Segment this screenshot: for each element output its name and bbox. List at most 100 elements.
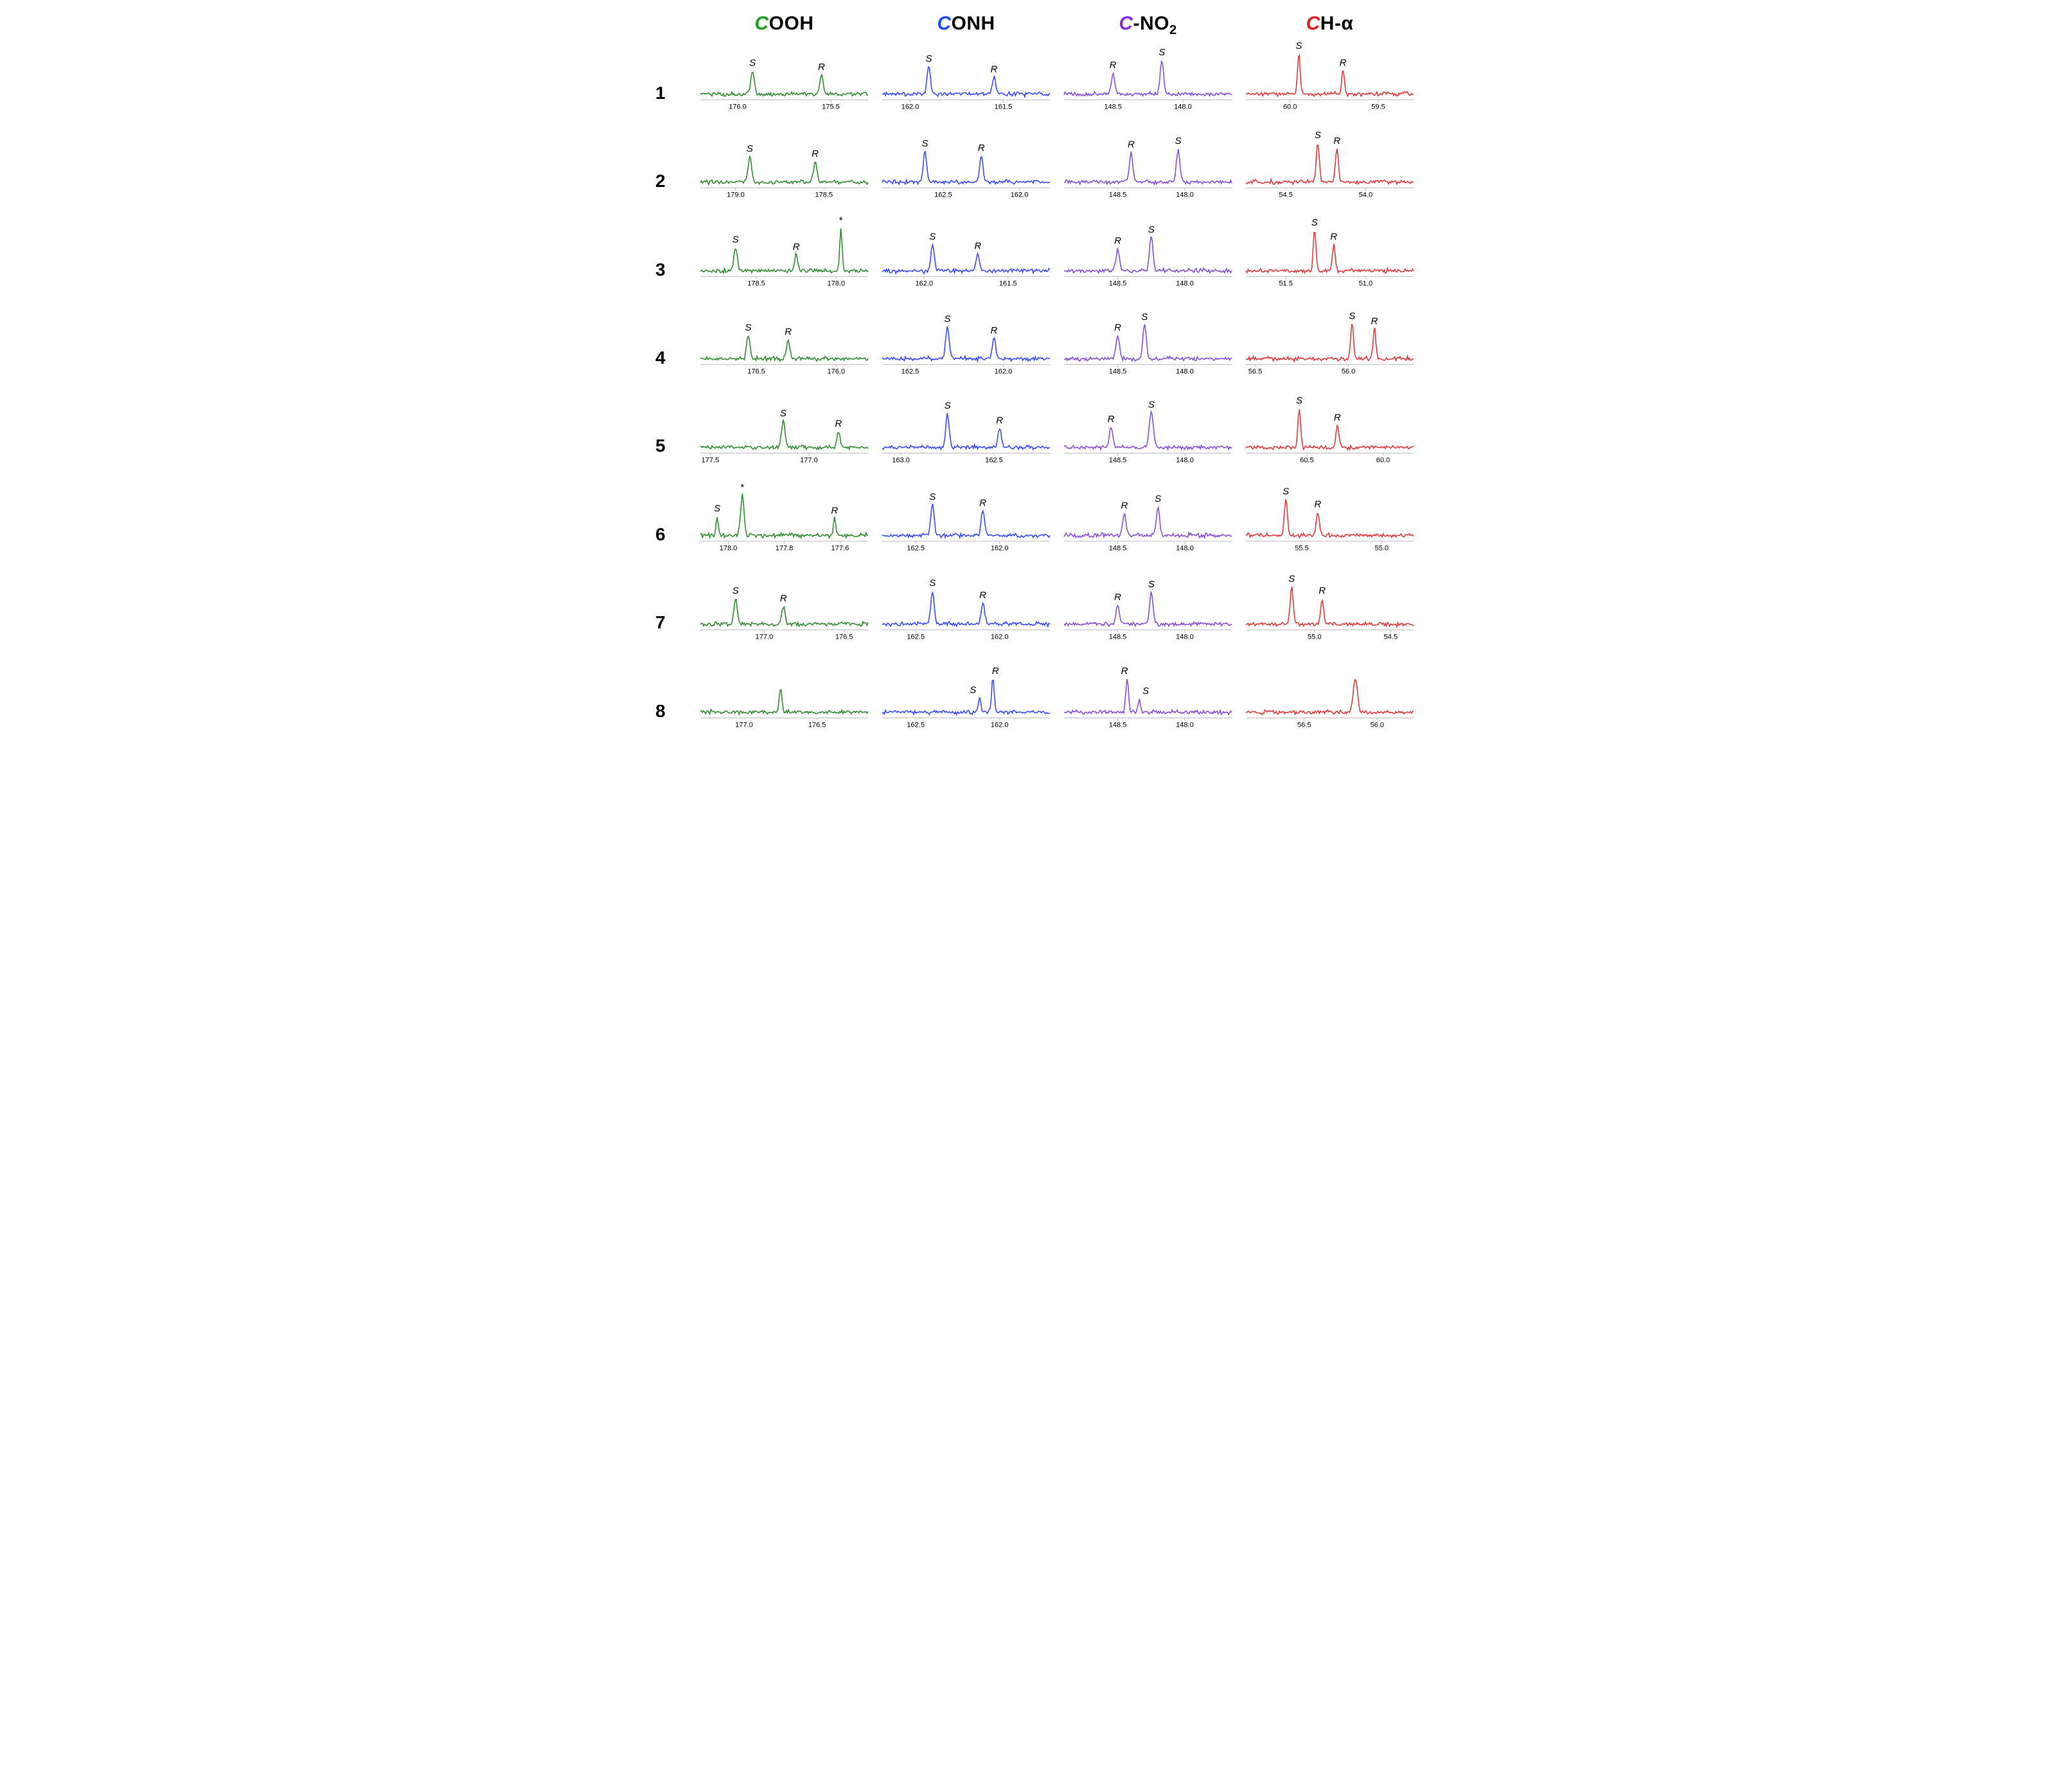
svg-text:R: R (979, 589, 986, 600)
svg-text:177.8: 177.8 (776, 545, 794, 553)
trace-line (700, 228, 868, 272)
spectrum-panel: 51.551.0 SR (1246, 224, 1414, 297)
column-headers-row: COOH CONH C-NO2 CH-α (655, 13, 1414, 38)
svg-text:R: R (1340, 58, 1347, 69)
trace-line (1246, 324, 1414, 361)
spectrum-panel: 148.5148.0 RS (1064, 488, 1232, 562)
panel-r7-cno2: 148.5148.0 RS (1064, 577, 1232, 651)
panel-r6-cha: 55.555.0 SR (1246, 488, 1414, 562)
svg-text:177.0: 177.0 (735, 721, 753, 729)
svg-text:R: R (812, 149, 819, 160)
svg-text:S: S (1148, 399, 1155, 410)
svg-text:R: R (1114, 323, 1121, 333)
svg-text:S: S (921, 139, 928, 150)
panel-r4-cha: 56.556.0 SR (1246, 312, 1414, 386)
spectrum-panel: 148.5148.0 RS (1064, 224, 1232, 297)
svg-text:S: S (1142, 686, 1149, 696)
svg-text:162.0: 162.0 (991, 545, 1009, 553)
trace-line (1064, 236, 1232, 273)
trace-line (700, 337, 868, 362)
spectrum-panel: 162.0161.5 SR (882, 47, 1050, 121)
spectrum-panel: 176.0175.5 SR (700, 47, 868, 121)
svg-text:S: S (1296, 395, 1302, 406)
svg-text:178.5: 178.5 (747, 279, 765, 287)
trace-line (882, 67, 1050, 96)
svg-text:162.0: 162.0 (995, 368, 1013, 376)
svg-text:S: S (780, 408, 786, 419)
row-label: 1 (655, 65, 686, 103)
trace-line (700, 156, 868, 184)
svg-text:148.0: 148.0 (1176, 191, 1194, 199)
svg-text:S: S (1175, 136, 1181, 147)
svg-text:162.0: 162.0 (901, 103, 919, 111)
svg-text:162.5: 162.5 (901, 368, 919, 376)
svg-text:S: S (733, 234, 739, 245)
panel-r3-cooh: 178.5178.0 SR* (700, 224, 868, 297)
svg-text:S: S (747, 144, 753, 155)
svg-text:R: R (1121, 501, 1128, 511)
trace-line (882, 592, 1050, 626)
trace-line (1246, 680, 1414, 714)
spectrum-panel: 162.5162.0 SR (882, 488, 1050, 562)
svg-text:56.5: 56.5 (1248, 368, 1262, 376)
spectrum-panel: 176.5176.0 SR (700, 312, 868, 386)
panel-r7-cooh: 177.0176.5 SR (700, 577, 868, 651)
spectra-grid: 1 176.0175.5 SR 162.0161.5 SR 148.5 148.0… (655, 47, 1414, 740)
svg-text:R: R (991, 326, 998, 337)
panel-r3-cno2: 148.5148.0 RS (1064, 224, 1232, 297)
svg-text:148.5: 148.5 (1104, 103, 1122, 111)
svg-text:S: S (745, 323, 752, 333)
header-cno2-lead: C (1119, 13, 1133, 34)
svg-text:163.0: 163.0 (892, 456, 910, 464)
svg-text:162.5: 162.5 (985, 456, 1003, 464)
trace-line (1246, 145, 1414, 184)
spectrum-panel: 56.556.0 SR (1246, 312, 1414, 386)
svg-text:R: R (1128, 139, 1135, 150)
spectrum-panel: 163.0162.5 SR (882, 400, 1050, 474)
svg-text:60.0: 60.0 (1376, 456, 1390, 464)
svg-text:148.5: 148.5 (1109, 456, 1127, 464)
panel-r4-cooh: 176.5176.0 SR (700, 312, 868, 386)
svg-text:148.5: 148.5 (1109, 191, 1127, 199)
svg-text:S: S (1311, 217, 1318, 228)
svg-text:S: S (1283, 486, 1289, 497)
svg-text:S: S (714, 503, 720, 514)
trace-line (882, 413, 1050, 450)
trace-line (1064, 150, 1232, 185)
svg-text:R: R (1314, 499, 1321, 510)
svg-text:S: S (929, 231, 936, 242)
spectrum-panel: 179.0178.5 SR (700, 135, 868, 209)
row-label: 2 (655, 153, 686, 191)
svg-text:148.5: 148.5 (1109, 368, 1127, 376)
trace-line (1246, 409, 1414, 450)
trace-line (1064, 591, 1232, 626)
panel-r2-cooh: 179.0178.5 SR (700, 135, 868, 209)
spectrum-panel: 178.5178.0 SR* (700, 224, 868, 297)
trace-line (1064, 508, 1232, 538)
header-cno2-rest: -NO (1133, 13, 1170, 34)
svg-text:162.5: 162.5 (934, 191, 952, 199)
spectrum-panel: 55.555.0 SR (1246, 488, 1414, 562)
svg-text:148.0: 148.0 (1176, 456, 1194, 464)
svg-text:S: S (925, 53, 932, 64)
svg-text:R: R (992, 666, 999, 677)
panel-r2-cno2: 148.5 148.0 R S (1064, 135, 1232, 209)
spectrum-panel: 162.5162.0 SR (882, 135, 1050, 209)
panel-r2-cha: 54.554.0 SR (1246, 135, 1414, 209)
svg-text:148.5: 148.5 (1109, 721, 1127, 729)
svg-text:S: S (970, 685, 976, 696)
svg-text:162.5: 162.5 (907, 721, 925, 729)
panel-r7-cha: 55.054.5 SR (1246, 577, 1414, 651)
panel-r7-conh: 162.5162.0 SR (882, 577, 1050, 651)
header-cha-lead: C (1306, 13, 1320, 34)
svg-text:162.0: 162.0 (1011, 191, 1029, 199)
row-label: 7 (655, 594, 686, 633)
panel-r4-cno2: 148.5148.0 RS (1064, 312, 1232, 386)
trace-line (1064, 324, 1232, 361)
svg-text:S: S (1159, 47, 1165, 58)
row-label: 6 (655, 506, 686, 545)
trace-line (1246, 587, 1414, 626)
svg-text:S: S (944, 400, 950, 411)
svg-text:178.0: 178.0 (827, 279, 845, 287)
svg-text:179.0: 179.0 (727, 191, 745, 199)
